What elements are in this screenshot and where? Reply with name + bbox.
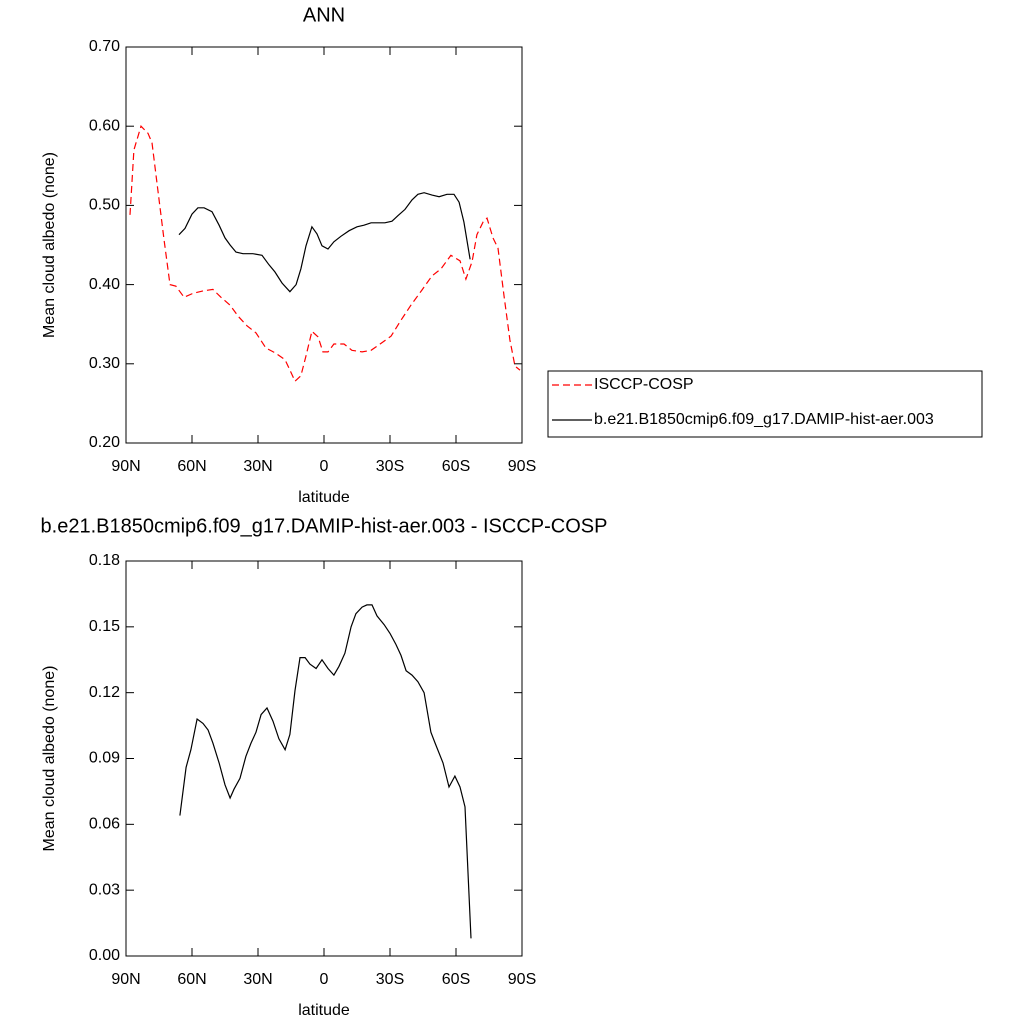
legend: ISCCP-COSP b.e21.B1850cmip6.f09_g17.DAMIP… — [547, 370, 983, 438]
x-tick-label: 0 — [320, 971, 329, 988]
chart-title: ANN — [303, 4, 345, 26]
data-line — [179, 604, 472, 939]
y-tick-label: 0.06 — [89, 816, 120, 833]
y-tick-label: 0.60 — [89, 117, 120, 134]
y-tick-label: 0.15 — [89, 618, 120, 635]
x-tick-label: 90N — [111, 971, 140, 988]
x-tick-label: 60N — [177, 458, 206, 475]
x-tick-label: 30S — [376, 458, 404, 475]
data-line — [178, 192, 471, 293]
x-tick-label: 90S — [508, 971, 536, 988]
legend-label: b.e21.B1850cmip6.f09_g17.DAMIP-hist-aer.… — [594, 411, 934, 428]
y-tick-label: 0.50 — [89, 197, 120, 214]
x-axis-label: latitude — [298, 489, 350, 506]
x-tick-label: 30S — [376, 971, 404, 988]
chart-title: b.e21.B1850cmip6.f09_g17.DAMIP-hist-aer.… — [41, 515, 608, 537]
legend-box — [547, 370, 983, 438]
y-tick-label: 0.03 — [89, 881, 120, 898]
y-tick-label: 0.09 — [89, 750, 120, 767]
y-tick-label: 0.30 — [89, 355, 120, 372]
x-tick-label: 60S — [442, 458, 470, 475]
y-axis-label: Mean cloud albedo (none) — [41, 666, 58, 852]
y-tick-label: 0.70 — [89, 38, 120, 55]
y-tick-label: 0.18 — [89, 552, 120, 569]
x-tick-label: 60S — [442, 971, 470, 988]
x-tick-label: 90N — [111, 458, 140, 475]
x-tick-label: 60N — [177, 971, 206, 988]
y-tick-label: 0.20 — [89, 434, 120, 451]
x-tick-label: 90S — [508, 458, 536, 475]
x-tick-label: 30N — [243, 458, 272, 475]
x-axis-label: latitude — [298, 1002, 350, 1019]
y-axis-label: Mean cloud albedo (none) — [41, 152, 58, 338]
x-tick-label: 30N — [243, 971, 272, 988]
y-tick-label: 0.12 — [89, 684, 120, 701]
legend-label: ISCCP-COSP — [594, 376, 694, 393]
y-tick-label: 0.00 — [89, 947, 120, 964]
data-line — [129, 125, 521, 383]
plot-frame — [125, 560, 523, 957]
y-tick-label: 0.40 — [89, 276, 120, 293]
x-tick-label: 0 — [320, 458, 329, 475]
plot-frame — [125, 46, 523, 444]
